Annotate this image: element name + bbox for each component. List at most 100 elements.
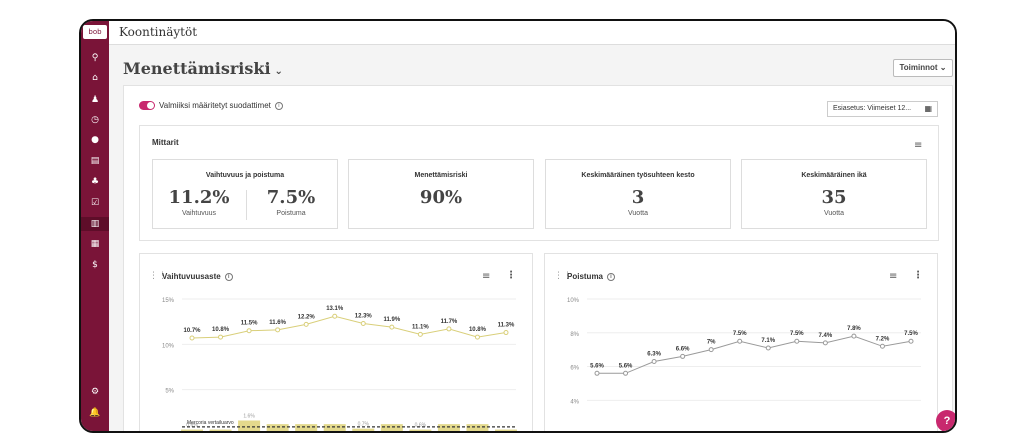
app-logo[interactable]: bob: [83, 25, 107, 39]
breadcrumb[interactable]: Koontinäytöt: [119, 25, 198, 39]
age-sub: Vuotta: [824, 210, 844, 217]
data-label: 11.9%: [383, 317, 400, 323]
org-chart-icon[interactable]: ♣: [90, 177, 100, 187]
data-point: [822, 340, 828, 346]
attrition-value: 7.5%: [266, 187, 316, 208]
bar: [495, 429, 517, 431]
data-label: 11.1%: [412, 324, 429, 330]
document-icon[interactable]: ▤: [90, 156, 100, 166]
series-line: [191, 315, 507, 339]
chart-title: Poistuma i: [567, 272, 616, 281]
bar-label: 0.6%: [415, 423, 427, 429]
bar: [295, 424, 318, 431]
help-button[interactable]: ?: [936, 410, 955, 431]
bar-label: 1.6%: [243, 413, 255, 419]
preset-filters-text: Valmiiksi määritetyt suodattimet: [159, 101, 271, 110]
bar: [466, 424, 489, 431]
data-label: 7.4%: [819, 333, 833, 339]
bar-label: 0.6%: [186, 423, 198, 429]
data-label: 7.5%: [790, 331, 804, 337]
attrition-chart-card: ⋮⋮ Poistuma i ≡ ⋮ 10% 8% 6% 4% 2% 1.3% 1.3% Merc…: [544, 253, 938, 431]
data-label: 7.1%: [761, 338, 775, 344]
bar-chart-icon[interactable]: ▥: [81, 217, 109, 231]
data-label: 11.6%: [269, 320, 286, 326]
data-label: 6.6%: [676, 346, 690, 352]
data-label: 6.3%: [647, 351, 661, 357]
drag-handle-icon[interactable]: ⋮⋮: [554, 271, 572, 281]
y-tick-label: 5%: [165, 389, 174, 395]
money-icon[interactable]: $: [92, 260, 98, 270]
risk-value: 90%: [419, 187, 463, 208]
preset-filters-label: Valmiiksi määritetyt suodattimet i: [159, 101, 283, 110]
people-icon[interactable]: ♟: [90, 95, 100, 105]
filter-icon[interactable]: ≡: [889, 271, 898, 282]
chevron-down-icon[interactable]: ⌄: [274, 66, 283, 77]
turnover-chart-card: ⋮⋮ Vaihtuvuusaste i ≡ ⋮ 15% 10% 5% 0% 0.6% 1.6…: [139, 253, 533, 431]
actions-label: Toiminnot: [899, 63, 938, 72]
page-title-text: Menettämisriski: [123, 59, 271, 78]
info-icon[interactable]: i: [274, 101, 283, 110]
period-select[interactable]: Esiasetus: Viimeiset 12... ▦: [827, 101, 938, 117]
data-point: [474, 334, 480, 340]
filter-icon[interactable]: ≡: [914, 140, 923, 151]
y-tick-label: 8%: [570, 332, 579, 338]
checkbox-icon[interactable]: ☑: [90, 198, 100, 208]
notifications-icon[interactable]: 🔔: [89, 408, 101, 418]
data-label: 12.2%: [298, 314, 316, 320]
tenure-card: Keskimääräinen työsuhteen kesto 3 Vuotta: [545, 159, 731, 229]
bar: [437, 424, 460, 431]
data-label: 13.1%: [326, 306, 344, 312]
attrition-sub: Poistuma: [276, 210, 306, 217]
data-point: [794, 338, 800, 344]
settings-icon[interactable]: ⚙: [90, 387, 100, 397]
more-options-icon[interactable]: ⋮: [506, 270, 516, 281]
data-point: [879, 343, 885, 349]
actions-button[interactable]: Toiminnot ⌄: [893, 59, 953, 77]
data-point: [189, 335, 195, 341]
data-point: [389, 324, 395, 330]
filter-icon[interactable]: ≡: [482, 271, 491, 282]
sidebar: bob ⚲ ⌂ ♟ ◷ ● ▤ ♣ ☑ ▥ ▦ $ ⚙ 🔔: [81, 21, 109, 431]
info-icon[interactable]: i: [224, 272, 233, 281]
data-point: [303, 321, 309, 327]
more-options-icon[interactable]: ⋮: [913, 270, 923, 281]
bar: [209, 429, 232, 431]
clock-icon[interactable]: ◷: [91, 115, 99, 125]
data-point: [503, 330, 509, 336]
search-icon[interactable]: ⚲: [91, 53, 99, 63]
tenure-sub: Vuotta: [628, 210, 648, 217]
metrics-title: Mittarit: [152, 138, 179, 147]
y-tick-label: 4%: [570, 399, 579, 405]
page-title[interactable]: Menettämisriski ⌄: [123, 59, 283, 78]
data-label: 10.8%: [212, 327, 230, 333]
period-value: Viimeiset 12...: [867, 105, 912, 112]
chart-title-text: Poistuma: [567, 272, 604, 281]
age-value: 35: [821, 187, 847, 208]
data-point: [708, 347, 714, 353]
data-point: [446, 326, 452, 332]
attrition-chart: 10%8%6%4%2% 1.3% 1.3%Mercoria vertailuarvo…: [567, 298, 921, 405]
bar: [409, 429, 432, 431]
preset-filters-toggle[interactable]: [139, 101, 155, 110]
home-icon[interactable]: ⌂: [92, 73, 98, 83]
chart-title: Vaihtuvuusaste i: [162, 272, 233, 281]
data-label: 7.8%: [847, 326, 861, 332]
y-tick-label: 10%: [162, 343, 175, 349]
data-label: 11.5%: [241, 321, 258, 327]
bar: [380, 424, 403, 431]
risk-card: Menettämisriski 90%: [348, 159, 534, 229]
data-point: [765, 345, 771, 351]
chart-title-text: Vaihtuvuusaste: [162, 272, 221, 281]
calendar-icon[interactable]: ▦: [90, 239, 100, 249]
data-label: 12.3%: [355, 313, 373, 319]
info-icon[interactable]: i: [607, 272, 616, 281]
drag-handle-icon[interactable]: ⋮⋮: [149, 271, 167, 281]
dashboard-panel: Valmiiksi määritetyt suodattimet i Esiase…: [123, 85, 953, 431]
data-point: [623, 370, 629, 376]
benchmark-label: Mercoria vertailuarvo: [187, 420, 234, 426]
data-point: [417, 331, 423, 337]
data-label: 5.6%: [590, 363, 604, 369]
data-label: 7%: [707, 340, 716, 346]
age-card: Keskimääräinen ikä 35 Vuotta: [741, 159, 927, 229]
person-icon[interactable]: ●: [91, 135, 99, 145]
